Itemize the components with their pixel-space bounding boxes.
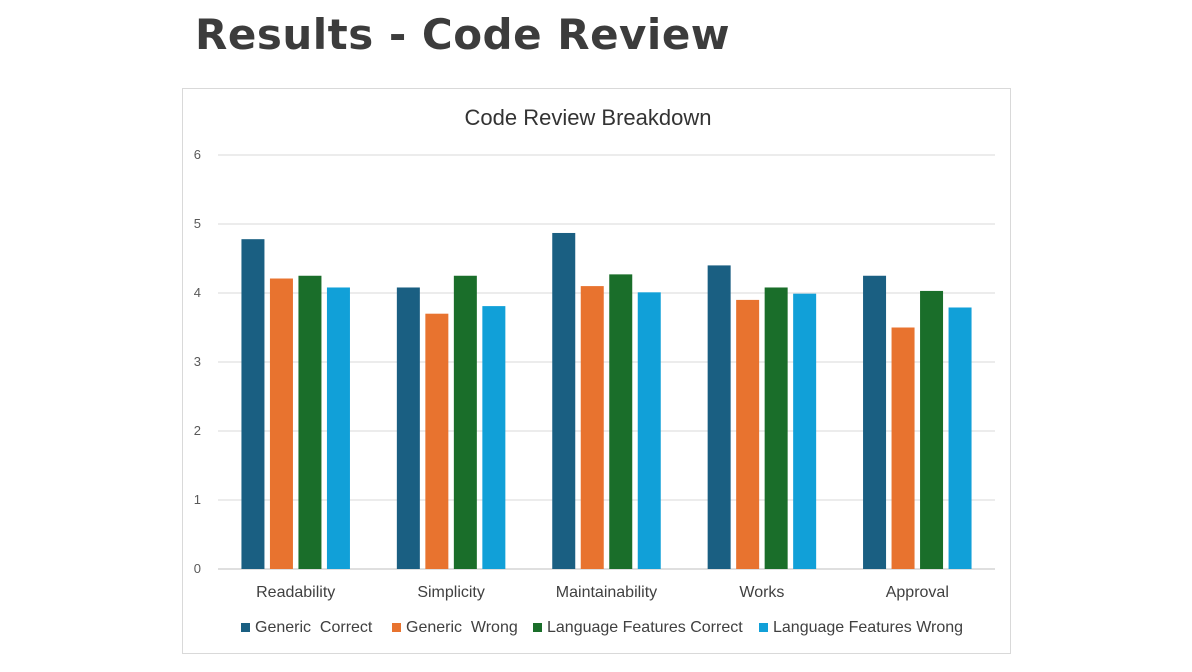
bar <box>269 278 293 569</box>
category-label: Simplicity <box>417 584 485 601</box>
legend-label: Language Features Wrong <box>773 619 963 636</box>
category-label: Approval <box>886 584 949 601</box>
bar <box>736 299 760 569</box>
bar <box>396 287 420 569</box>
bar <box>425 313 449 569</box>
bar <box>948 307 972 569</box>
bar <box>793 293 817 569</box>
y-tick-label: 2 <box>194 423 201 438</box>
y-tick-label: 4 <box>194 285 201 300</box>
bar <box>580 286 604 569</box>
bars <box>241 232 972 569</box>
legend-swatch <box>759 623 768 632</box>
bar <box>453 275 477 569</box>
y-tick-label: 3 <box>194 354 201 369</box>
bar <box>863 275 887 569</box>
y-tick-label: 1 <box>194 492 201 507</box>
legend-label: Generic Wrong <box>406 619 518 636</box>
legend-label: Generic Correct <box>255 619 373 636</box>
bar <box>298 275 322 569</box>
bar <box>326 287 350 569</box>
bar <box>609 274 633 569</box>
category-label: Works <box>739 584 784 601</box>
legend: Generic Correct Generic Wrong Language Fea… <box>241 619 963 636</box>
bar-chart: Code Review Breakdown 0 1 2 3 4 5 6 Readabilit… <box>194 105 995 636</box>
bar <box>482 306 506 569</box>
bar <box>764 287 788 569</box>
chart-container: Code Review Breakdown 0 1 2 3 4 5 6 Readabilit… <box>182 88 1011 654</box>
chart-title: Code Review Breakdown <box>464 105 711 130</box>
bar <box>241 239 265 569</box>
legend-swatch <box>241 623 250 632</box>
y-tick-label: 5 <box>194 216 201 231</box>
x-axis: Readability Simplicity Maintainability Work… <box>256 584 949 601</box>
y-tick-label: 6 <box>194 147 201 162</box>
legend-swatch <box>392 623 401 632</box>
y-tick-label: 0 <box>194 561 201 576</box>
category-label: Maintainability <box>556 584 657 601</box>
y-axis-ticks: 0 1 2 3 4 5 6 <box>194 147 201 576</box>
slide-title: Results - Code Review <box>195 10 731 59</box>
bar <box>637 292 661 569</box>
bar <box>891 327 915 569</box>
bar <box>920 290 944 569</box>
bar <box>707 265 731 569</box>
bar <box>552 232 576 569</box>
legend-swatch <box>533 623 542 632</box>
legend-label: Language Features Correct <box>547 619 743 636</box>
category-label: Readability <box>256 584 335 601</box>
